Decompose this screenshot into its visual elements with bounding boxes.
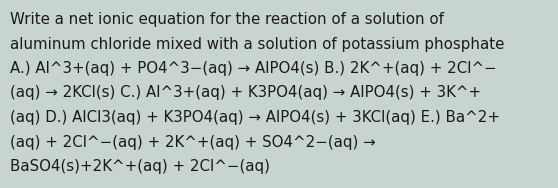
Text: (aq) D.) AlCl3(aq) + K3PO4(aq) → AlPO4(s) + 3KCl(aq) E.) Ba^2+: (aq) D.) AlCl3(aq) + K3PO4(aq) → AlPO4(s… [10, 110, 500, 125]
Text: BaSO4(s)+2K^+(aq) + 2Cl^−(aq): BaSO4(s)+2K^+(aq) + 2Cl^−(aq) [10, 159, 270, 174]
Text: A.) Al^3+(aq) + PO4^3−(aq) → AlPO4(s) B.) 2K^+(aq) + 2Cl^−: A.) Al^3+(aq) + PO4^3−(aq) → AlPO4(s) B.… [10, 61, 497, 76]
Text: aluminum chloride mixed with a solution of potassium phosphate: aluminum chloride mixed with a solution … [10, 36, 504, 52]
Text: (aq) + 2Cl^−(aq) + 2K^+(aq) + SO4^2−(aq) →: (aq) + 2Cl^−(aq) + 2K^+(aq) + SO4^2−(aq)… [10, 134, 376, 149]
Text: Write a net ionic equation for the reaction of a solution of: Write a net ionic equation for the react… [10, 12, 444, 27]
Text: (aq) → 2KCl(s) C.) Al^3+(aq) + K3PO4(aq) → AlPO4(s) + 3K^+: (aq) → 2KCl(s) C.) Al^3+(aq) + K3PO4(aq)… [10, 86, 481, 101]
